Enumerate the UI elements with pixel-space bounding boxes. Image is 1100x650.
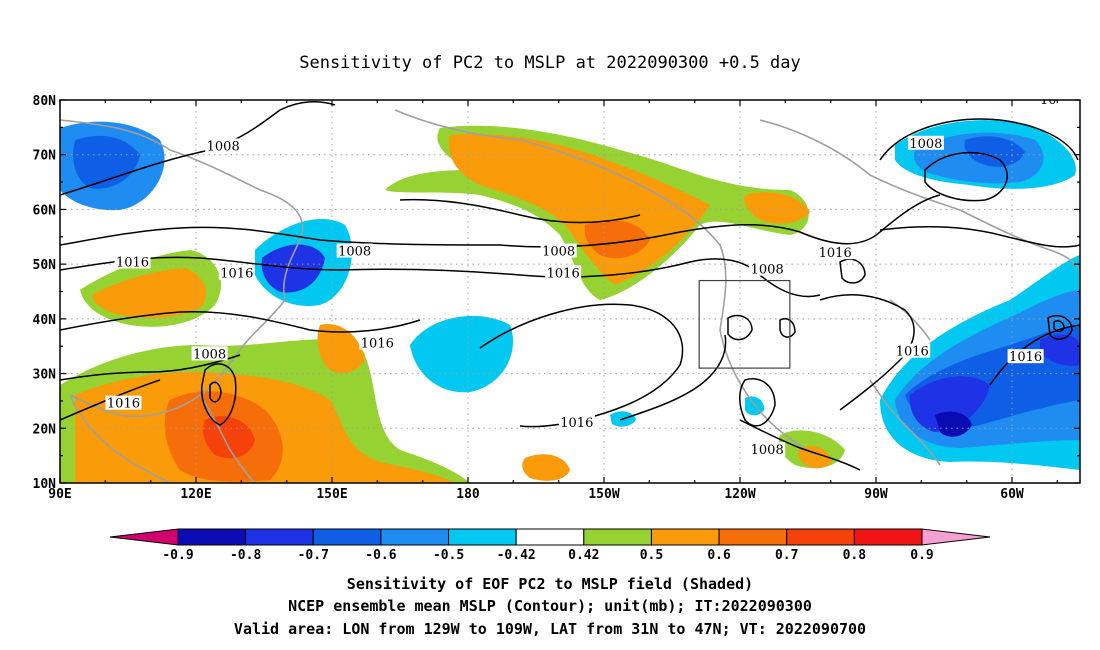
colorbar-tick-label: -0.9 bbox=[162, 548, 193, 563]
contour-label-bg bbox=[191, 346, 228, 361]
colorbar-tick-label: 0.8 bbox=[843, 548, 867, 563]
colorbar-high-end bbox=[921, 528, 991, 546]
contour-label-bg bbox=[817, 245, 854, 260]
contour-label: 1008 bbox=[338, 245, 371, 260]
contour-label: 1008 bbox=[207, 140, 240, 155]
grid bbox=[60, 100, 1080, 483]
lat-tick-label: 40N bbox=[33, 313, 57, 328]
colorbar-swatch bbox=[448, 528, 517, 546]
contour-label-bg bbox=[749, 442, 786, 457]
colorbar-tick-labels: -0.9 -0.8 -0.7 -0.6 -0.5 -0.42 0.42 0.5 0.6 0.7 0.… bbox=[162, 548, 933, 563]
lon-tick-label: 90E bbox=[48, 487, 71, 502]
contour-label-bg bbox=[336, 243, 373, 258]
shaded-sensitivity bbox=[60, 120, 1080, 483]
colorbar-tick-label: 0.5 bbox=[640, 548, 663, 563]
contour-label: 10 bbox=[1040, 93, 1057, 108]
contour-label: 1008 bbox=[751, 443, 784, 458]
longitude-tick-labels: 90E 120E 150E 180 150W 120W 90W 60W bbox=[48, 487, 1024, 502]
contour-label: 1008 bbox=[909, 137, 942, 152]
contour-label: 1016 bbox=[361, 336, 394, 351]
lon-tick-label: 90W bbox=[864, 487, 888, 502]
lon-tick-label: 180 bbox=[456, 487, 480, 502]
contour-label-bg bbox=[540, 243, 577, 258]
colorbar-tick-label: 0.7 bbox=[775, 548, 798, 563]
lat-tick-label: 70N bbox=[33, 149, 57, 164]
caption-line-3: Valid area: LON from 129W to 109W, LAT f… bbox=[234, 620, 866, 638]
map-area: 1008 1008 1016 1016 1008 1016 1016 1008 1016 1016… bbox=[60, 93, 1080, 483]
contour-label: 1016 bbox=[547, 266, 580, 281]
axis-ticks bbox=[59, 99, 1080, 484]
colorbar-tick-label: 0.9 bbox=[910, 548, 933, 563]
contour-label: 1016 bbox=[1009, 350, 1042, 365]
contour-label-bg bbox=[1007, 349, 1044, 364]
colorbar-tick-label: -0.5 bbox=[433, 548, 464, 563]
lon-tick-label: 120W bbox=[724, 487, 755, 502]
valid-area-box bbox=[698, 279, 791, 369]
colorbar-tick-label: -0.7 bbox=[298, 548, 329, 563]
colorbar-swatch bbox=[177, 528, 247, 546]
contour-label-bg bbox=[105, 395, 142, 410]
colorbar-low-end bbox=[109, 528, 179, 546]
contour-labels: 1008 1008 1016 1016 1008 1016 1016 1008 1016 1016… bbox=[105, 93, 1059, 458]
contour-label: 1016 bbox=[819, 246, 852, 261]
colorbar-tick-label: -0.42 bbox=[497, 548, 536, 563]
contour-label-bg bbox=[545, 265, 582, 280]
map-title: Sensitivity of PC2 to MSLP at 2022090300… bbox=[299, 53, 801, 73]
lon-tick-label: 150W bbox=[588, 487, 619, 502]
colorbar-swatch bbox=[380, 528, 450, 546]
contour-label-bg bbox=[894, 343, 931, 358]
colorbar-tick-label: 0.42 bbox=[568, 548, 599, 563]
contour-label: 1008 bbox=[542, 245, 575, 260]
contour-label: 1016 bbox=[116, 256, 149, 271]
colorbar-swatch bbox=[245, 528, 314, 546]
lat-tick-label: 60N bbox=[33, 203, 57, 218]
caption-line-2: NCEP ensemble mean MSLP (Contour); unit(… bbox=[288, 597, 812, 615]
lat-tick-label: 10N bbox=[33, 477, 57, 492]
contour-label: 1016 bbox=[896, 345, 929, 360]
contour-label-bg bbox=[114, 254, 151, 269]
colorbar-swatch bbox=[650, 528, 720, 546]
contour-label: 1016 bbox=[560, 416, 593, 431]
lat-tick-label: 50N bbox=[33, 258, 57, 273]
colorbar-tick-label: -0.6 bbox=[365, 548, 396, 563]
contour-label-bg bbox=[359, 335, 396, 350]
contour-label: 1016 bbox=[220, 266, 253, 281]
lon-tick-label: 150E bbox=[316, 487, 347, 502]
colorbar-swatch bbox=[312, 528, 382, 546]
latitude-tick-labels: 10N 20N 30N 40N 50N 60N 70N 80N bbox=[33, 94, 57, 492]
colorbar-tick-label: -0.8 bbox=[230, 548, 261, 563]
lat-tick-label: 20N bbox=[33, 422, 57, 437]
contour-label-bg bbox=[907, 135, 944, 150]
colorbar-tick-label: 0.6 bbox=[707, 548, 731, 563]
contour-label-bg bbox=[749, 261, 786, 276]
lon-tick-label: 60W bbox=[1000, 487, 1024, 502]
lon-tick-label: 120E bbox=[180, 487, 211, 502]
contour-label-bg bbox=[205, 138, 242, 153]
colorbar bbox=[109, 528, 991, 546]
colorbar-swatch bbox=[515, 528, 585, 546]
contour-label: 1016 bbox=[107, 397, 140, 412]
caption-line-1: Sensitivity of EOF PC2 to MSLP field (Sh… bbox=[347, 575, 753, 593]
colorbar-swatch bbox=[853, 528, 923, 546]
colorbar-swatch bbox=[786, 528, 855, 546]
coastlines bbox=[60, 109, 1080, 483]
contour-label: 1008 bbox=[751, 263, 784, 278]
colorbar-swatch bbox=[583, 528, 652, 546]
contour-label-bg bbox=[218, 265, 255, 280]
lat-tick-label: 80N bbox=[33, 94, 57, 109]
contour-label-bg bbox=[558, 414, 595, 429]
contour-label-bg bbox=[1038, 100, 1059, 106]
lat-tick-label: 30N bbox=[33, 368, 57, 383]
contour-label: 1008 bbox=[193, 347, 226, 362]
colorbar-swatch bbox=[718, 528, 788, 546]
